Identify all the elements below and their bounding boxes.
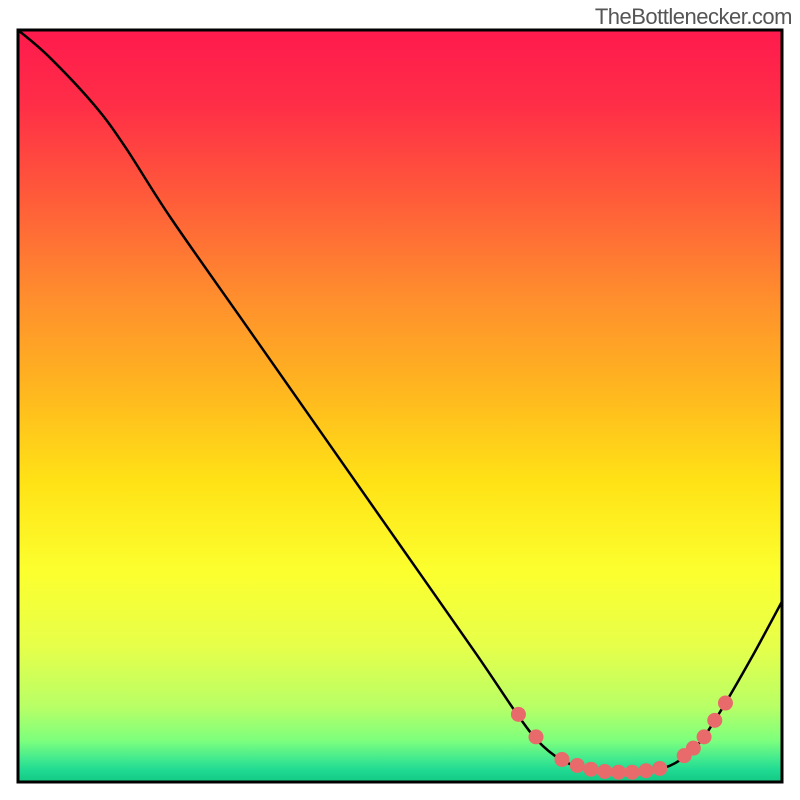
marker-dot xyxy=(625,765,640,780)
marker-dot xyxy=(718,696,733,711)
marker-dot xyxy=(584,762,599,777)
marker-dot xyxy=(697,729,712,744)
gradient-background xyxy=(18,30,782,782)
marker-dot xyxy=(639,763,654,778)
chart-svg xyxy=(0,0,800,800)
marker-dot xyxy=(611,765,626,780)
marker-dot xyxy=(528,729,543,744)
marker-dot xyxy=(597,764,612,779)
watermark-text: TheBottlenecker.com xyxy=(595,4,792,30)
marker-dot xyxy=(570,758,585,773)
marker-dot xyxy=(554,752,569,767)
marker-dot xyxy=(511,707,526,722)
chart-container: TheBottlenecker.com xyxy=(0,0,800,800)
marker-dot xyxy=(686,741,701,756)
marker-dot xyxy=(707,713,722,728)
marker-dot xyxy=(652,761,667,776)
